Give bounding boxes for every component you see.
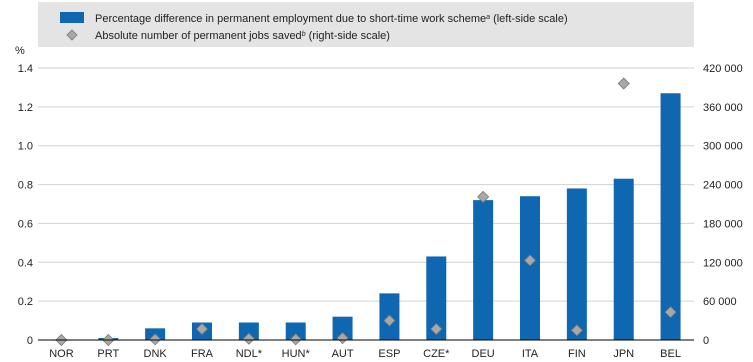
x-tick-label: PRT [97,348,119,360]
right-tick-label: 420 000 [703,63,743,75]
left-tick-label: 0.4 [18,257,33,269]
marker [523,254,537,267]
x-tick-label: FIN [568,348,586,360]
right-tick-label: 180 000 [703,218,743,230]
x-tick-label: BEL [660,348,681,360]
x-tick-label: NDL* [236,348,263,360]
bar [332,316,353,340]
x-tick-label: NOR [49,348,74,360]
x-tick-label: CZE* [423,348,450,360]
bar [613,178,634,340]
legend-bar-swatch [60,12,84,23]
x-tick-label: HUN* [282,348,311,360]
legend-diamond-label: Absolute number of permanent jobs savedb… [95,30,390,42]
legend: Percentage difference in permanent emplo… [60,12,568,42]
legend-diamond-swatch [66,29,78,41]
x-tick-label: ITA [522,348,539,360]
x-tick-label: ESP [378,348,400,360]
bar [426,256,447,340]
left-tick-label: 0.6 [18,218,33,230]
bar [285,322,306,340]
right-tick-label: 0 [703,335,709,347]
marker [289,333,302,346]
left-tick-label: 1.0 [18,141,33,153]
marker [336,331,349,345]
left-tick-label: 1.4 [18,63,33,75]
marker [617,77,630,90]
x-tick-label: AUT [332,348,354,360]
marker [195,322,209,336]
marker [242,332,255,345]
right-tick-label: 360 000 [703,102,743,114]
marker [664,306,677,319]
marker [430,322,443,336]
bar [238,322,259,340]
bar [520,196,540,340]
x-tick-label: JPN [613,348,634,360]
left-tick-label: 0 [27,335,33,347]
left-tick-label: 0.8 [18,180,33,192]
x-tick-label: DNK [144,348,168,360]
right-tick-label: 120 000 [703,257,743,269]
right-tick-label: 240 000 [703,180,743,192]
right-axis-ticks: 0 60 000 120 000 180 000 240 000 300 000 360 0… [703,63,743,347]
marker [149,333,162,346]
legend-bar-label: Percentage difference in permanent emplo… [95,13,568,25]
marker-series [55,77,677,347]
legend-box [38,2,694,47]
marker [570,324,583,337]
bar-series [51,93,681,341]
left-tick-label: 1.2 [18,102,33,114]
x-tick-label: DEU [472,348,495,360]
right-tick-label: 300 000 [703,141,743,153]
x-tick-label: FRA [191,348,214,360]
gridlines [38,67,694,302]
bar [473,200,494,340]
left-unit-label: % [15,45,25,57]
marker [383,314,396,327]
x-axis-ticks: NOR PRT DNK FRA NDL* HUN* AUT ESP CZE* DEU ITA FIN J… [49,348,681,360]
left-tick-label: 0.2 [18,296,33,308]
bar [660,93,681,340]
marker [477,190,490,203]
bar [566,188,587,340]
right-tick-label: 60 000 [703,296,737,308]
left-axis-ticks: 0 0.2 0.4 0.6 0.8 1.0 1.2 1.4 [18,63,33,347]
